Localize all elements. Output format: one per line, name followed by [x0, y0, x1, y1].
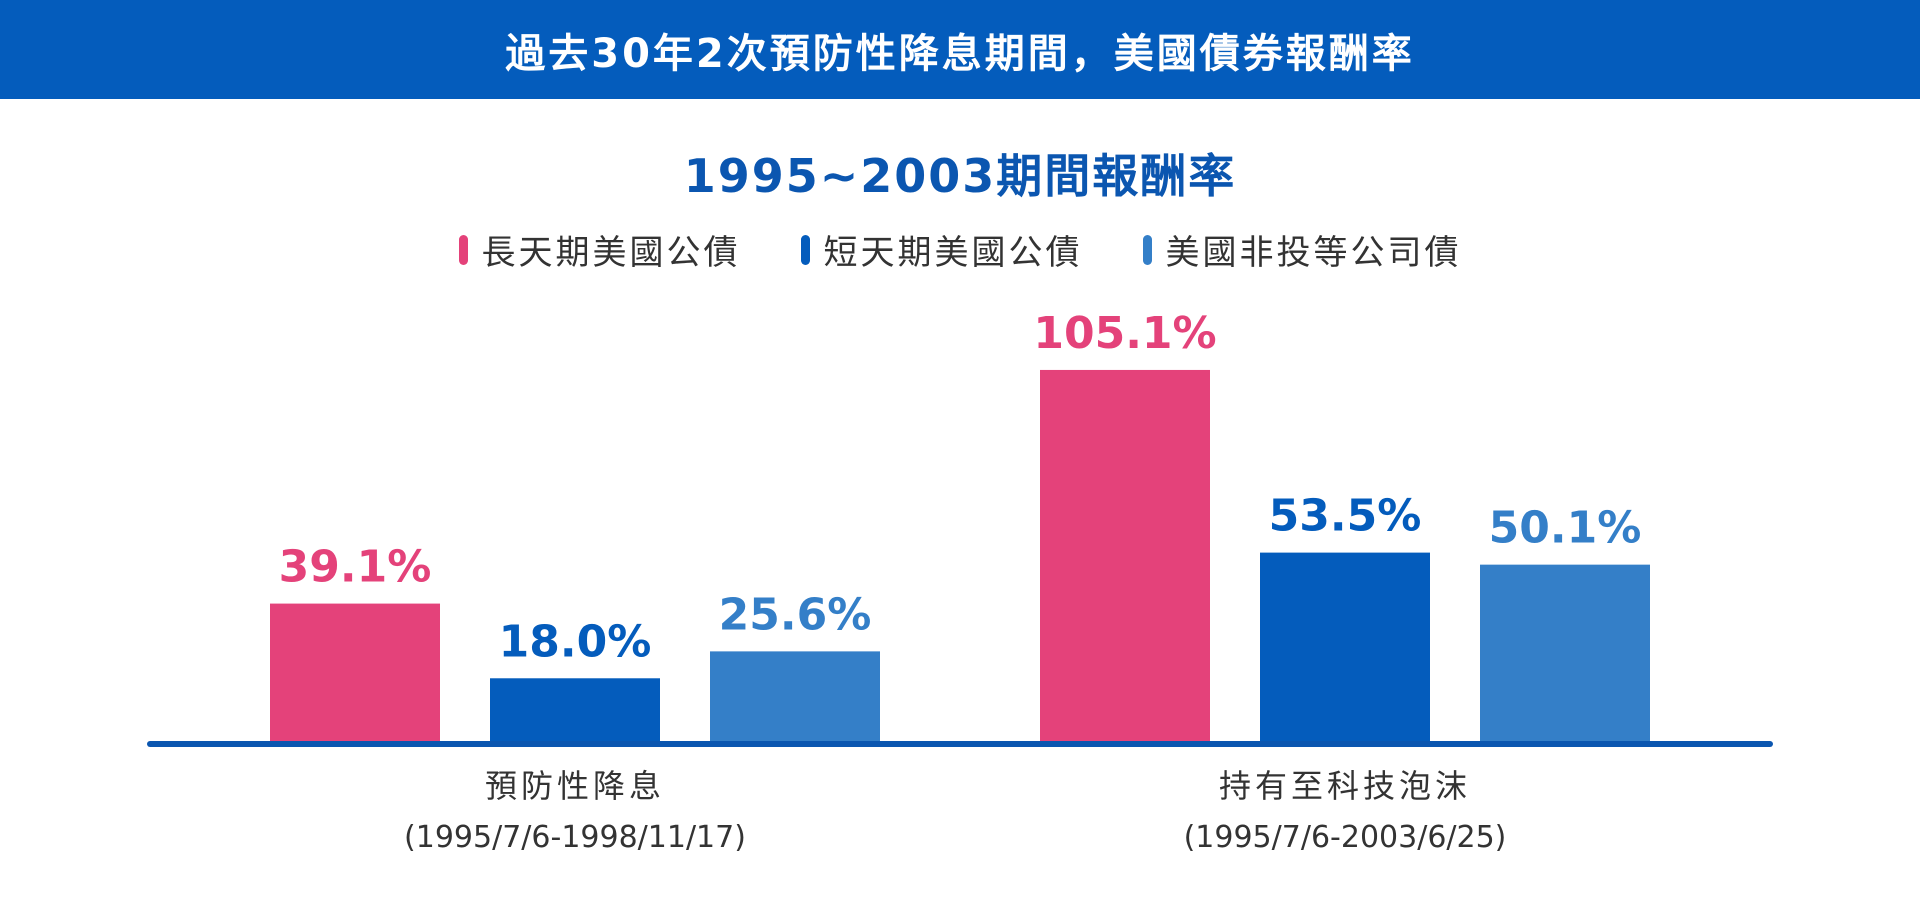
chart-legend: 長天期美國公債 短天期美國公債 美國非投等公司債	[0, 225, 1920, 274]
chart-title: 1995~2003期間報酬率	[683, 149, 1237, 203]
bar	[1040, 369, 1210, 742]
category-label: 預防性降息	[485, 767, 665, 805]
data-label: 50.1%	[1489, 503, 1642, 554]
data-label: 105.1%	[1033, 308, 1216, 359]
data-label: 39.1%	[279, 542, 432, 593]
legend-swatch	[800, 234, 810, 265]
legend-label: 長天期美國公債	[481, 233, 741, 273]
legend-item-high-yield-corporate: 美國非投等公司債	[1142, 225, 1462, 274]
bar	[710, 651, 880, 742]
header-title: 過去30年2次預防性降息期間，美國債券報酬率	[505, 30, 1415, 77]
category-sublabel: (1995/7/6-1998/11/17)	[404, 820, 746, 855]
legend-item-long-term-treasury: 長天期美國公債	[458, 225, 741, 274]
bar	[490, 678, 660, 742]
legend-label: 美國非投等公司債	[1165, 233, 1462, 273]
data-label: 18.0%	[499, 616, 652, 667]
data-label: 25.6%	[719, 589, 872, 640]
bar	[1260, 552, 1430, 742]
legend-label: 短天期美國公債	[823, 233, 1083, 273]
bar	[270, 603, 440, 742]
legend-swatch	[458, 234, 468, 265]
header-bar: 過去30年2次預防性降息期間，美國債券報酬率	[0, 0, 1920, 99]
bar	[1480, 564, 1650, 742]
category-sublabel: (1995/7/6-2003/6/25)	[1184, 820, 1507, 855]
legend-item-short-term-treasury: 短天期美國公債	[800, 225, 1083, 274]
category-label: 持有至科技泡沫	[1219, 767, 1471, 805]
legend-swatch	[1142, 234, 1152, 265]
data-label: 53.5%	[1269, 491, 1422, 542]
